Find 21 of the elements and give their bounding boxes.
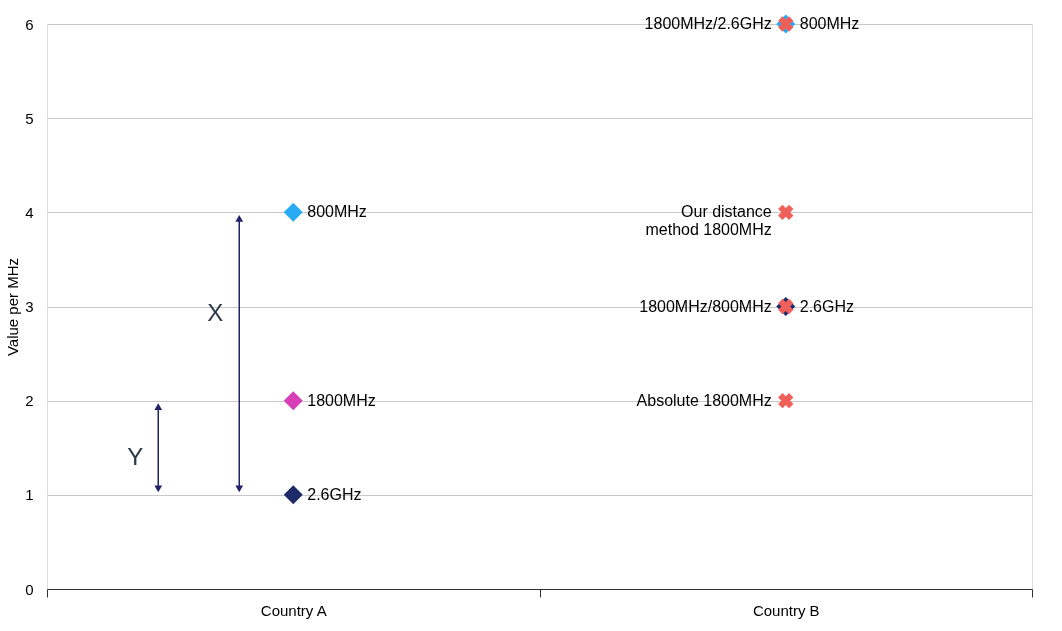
series-label: 800MHz [307, 203, 367, 221]
series-label: 2.6GHz [307, 485, 362, 503]
series-label: 1800MHz [307, 391, 376, 409]
y-axis-title: Value per MHz [4, 257, 22, 357]
text: 800MHz [799, 15, 860, 32]
x-tick-label: Country B [752, 601, 820, 619]
series-label: 1800MHz/800MHz [639, 297, 772, 315]
text: 2.6GHz [799, 297, 854, 315]
annotation: X [207, 298, 224, 326]
y-tick-label: 2 [25, 392, 34, 410]
series-label: Absolute 1800MHz [636, 391, 772, 409]
y-tick-label: 3 [25, 298, 34, 315]
y-tick-label: 5 [25, 109, 34, 127]
y-tick-label: 6 [25, 15, 34, 33]
series-label: Our distance method 1800MHz [645, 203, 772, 239]
y-tick-label: 4 [25, 203, 34, 221]
annotation: Y [127, 442, 144, 470]
series-label: 1800MHz/2.6GHz [644, 15, 772, 32]
y-tick-label: 0 [25, 580, 34, 598]
y-tick-label: 1 [25, 486, 34, 504]
x-tick-label: Country A [260, 601, 327, 619]
